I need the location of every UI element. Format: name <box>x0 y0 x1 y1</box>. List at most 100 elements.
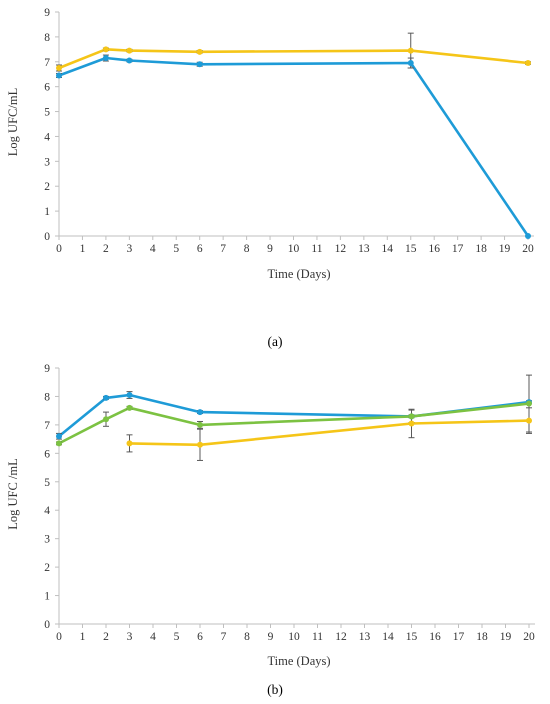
chart-a-y-tick-label: 5 <box>44 107 50 119</box>
chart-b-panel-label: (b) <box>267 682 283 697</box>
chart-a-x-tick-label: 15 <box>405 243 417 255</box>
chart-b-x-tick-label: 20 <box>523 631 535 643</box>
chart-b-x-tick-label: 2 <box>103 631 109 643</box>
chart-a-x-tick-label: 1 <box>80 243 86 255</box>
chart-b-x-tick-label: 13 <box>359 631 371 643</box>
chart-a-series-2-point <box>56 72 62 79</box>
chart-b-series-3-point <box>126 440 133 447</box>
chart-a-series-1-point <box>56 65 62 71</box>
chart-b-y-tick-label: 7 <box>44 420 50 432</box>
chart-a-series-2-line <box>58 56 530 237</box>
chart-a-x-tick-label: 0 <box>56 243 62 255</box>
chart-b-series-1-point <box>103 394 109 401</box>
chart-b-xlabel: Time (Days) <box>267 654 330 668</box>
chart-b-x-tick-label: 0 <box>56 631 62 643</box>
chart-b-x-tick-label: 11 <box>312 631 323 643</box>
chart-a-y-tick-label: 4 <box>44 131 50 143</box>
chart-a-xlabel: Time (Days) <box>267 267 330 281</box>
chart-a-x-tick-label: 19 <box>499 243 511 255</box>
chart-b-series-1-point <box>56 433 62 440</box>
chart-a-series-2-point <box>196 61 203 68</box>
chart-b-series-1-point <box>126 392 133 399</box>
chart-a-x-tick-label: 13 <box>358 243 370 255</box>
chart-b-y-tick-label: 3 <box>44 534 50 546</box>
chart-a-x-tick-label: 8 <box>244 243 250 255</box>
chart-a-series-1-line <box>58 47 529 70</box>
chart-a-series-1-point <box>102 46 109 53</box>
chart-b-series-3-point <box>408 420 415 427</box>
chart-b-x-tick-label: 19 <box>500 631 512 643</box>
chart-a-y-tick-label: 6 <box>44 82 50 94</box>
chart-b-y-tick-label: 9 <box>44 363 50 375</box>
chart-a-series-1-point <box>126 47 133 54</box>
chart-a-y-tick-label: 8 <box>44 32 50 44</box>
chart-b-series-1-point <box>197 409 203 416</box>
chart-a-x-tick-label: 3 <box>126 243 132 255</box>
chart-a-y-tick-label: 3 <box>44 156 50 168</box>
chart-b-series-2-line <box>58 402 530 445</box>
chart-b-y-tick-label: 1 <box>44 591 50 603</box>
chart-a-y-tick-label: 0 <box>44 231 50 243</box>
chart-b-series-1-line <box>58 393 530 438</box>
chart-b-series-2-point <box>56 440 62 447</box>
chart-b-x-tick-label: 18 <box>476 631 488 643</box>
chart-b-series-3-point <box>197 441 203 448</box>
chart-b-y-tick-label: 6 <box>44 448 50 460</box>
chart-a-y-tick-label: 7 <box>44 57 50 69</box>
chart-a-ylabel: Log UFC/mL <box>6 88 20 156</box>
chart-a-series-1-point <box>525 60 531 67</box>
chart-a-x-tick-label: 4 <box>150 243 156 255</box>
chart-a-x-tick-label: 17 <box>452 243 464 255</box>
chart-a-y-tick-label: 2 <box>44 181 50 193</box>
chart-a-x-tick-label: 6 <box>197 243 203 255</box>
chart-b-y-tick-label: 4 <box>44 505 50 517</box>
chart-b-x-tick-label: 16 <box>429 631 441 643</box>
chart-b-x-tick-label: 5 <box>174 631 180 643</box>
chart-b-x-tick-label: 12 <box>335 631 347 643</box>
chart-a-panel-label: (a) <box>268 334 283 349</box>
chart-a-series-1-point <box>407 47 414 54</box>
chart-a-y-tick-label: 9 <box>44 7 50 19</box>
chart-a-x-tick-label: 9 <box>267 243 273 255</box>
chart-a-y-tick-label: 1 <box>44 206 50 218</box>
chart-b-x-tick-label: 3 <box>127 631 133 643</box>
chart-b-series-2-point <box>126 404 133 411</box>
chart-a-series-1-point <box>196 48 203 55</box>
chart-b-series-3-line <box>129 419 530 447</box>
chart-b-x-tick-label: 6 <box>197 631 203 643</box>
chart-b-y-tick-label: 2 <box>44 562 50 574</box>
chart-a-x-tick-label: 14 <box>382 243 394 255</box>
chart-b-y-tick-label: 5 <box>44 477 50 489</box>
chart-a-x-tick-label: 12 <box>335 243 347 255</box>
chart-a-series-2-point <box>126 57 133 64</box>
chart-b-y-tick-label: 8 <box>44 391 50 403</box>
chart-a-series-2-point <box>407 60 414 67</box>
chart-a-x-tick-label: 7 <box>220 243 226 255</box>
chart-b-series-3-point <box>526 417 532 424</box>
chart-a-series-2-point <box>102 55 109 62</box>
chart-b-x-tick-label: 1 <box>80 631 86 643</box>
chart-a-x-tick-label: 5 <box>173 243 179 255</box>
chart-a-x-tick-label: 11 <box>311 243 322 255</box>
chart-b-x-tick-label: 10 <box>288 631 300 643</box>
chart-a-x-tick-label: 20 <box>522 243 534 255</box>
chart-b-series-2-point <box>103 416 109 423</box>
chart-b-series-2-point <box>526 400 532 407</box>
chart-a-x-tick-label: 16 <box>428 243 440 255</box>
chart-b-ylabel: Log UFC /mL <box>6 458 20 530</box>
chart-a-x-tick-label: 18 <box>475 243 487 255</box>
chart-b-x-tick-label: 14 <box>382 631 394 643</box>
chart-b-y-tick-label: 0 <box>44 619 50 631</box>
chart-b-x-tick-label: 17 <box>453 631 465 643</box>
chart-b-series-2-point <box>408 413 415 420</box>
chart-b-x-tick-label: 4 <box>150 631 156 643</box>
chart-b-x-tick-label: 9 <box>268 631 274 643</box>
chart-b-x-tick-label: 7 <box>221 631 227 643</box>
chart-b-x-tick-label: 15 <box>406 631 418 643</box>
chart-a-x-tick-label: 10 <box>288 243 300 255</box>
chart-a-x-tick-label: 2 <box>103 243 109 255</box>
